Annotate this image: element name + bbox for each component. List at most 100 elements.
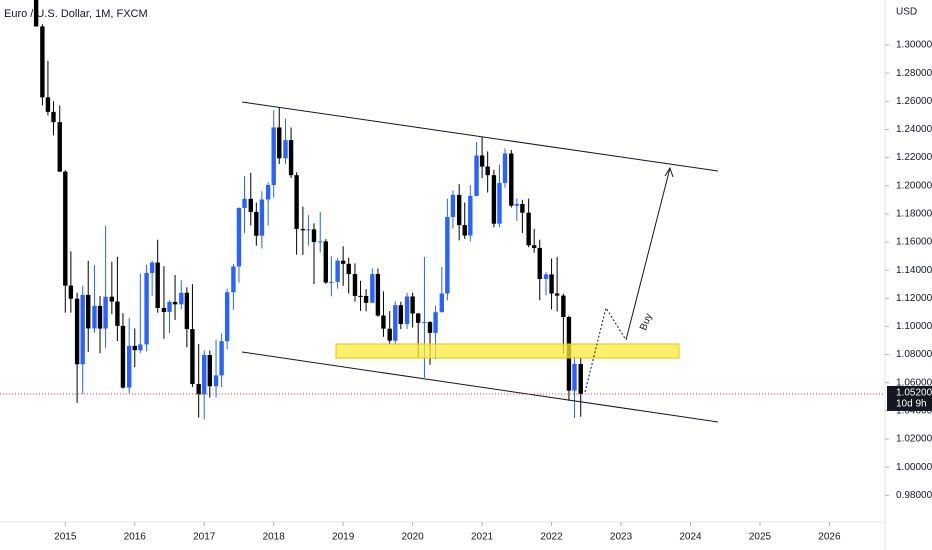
candle-body	[329, 281, 334, 283]
y-tick-label: 1.24000	[896, 124, 932, 135]
candle-body	[213, 375, 219, 387]
y-tick-label: 1.08000	[896, 349, 932, 360]
candle-body	[219, 341, 224, 376]
y-tick-label: 1.10000	[896, 321, 932, 332]
candle-body	[346, 263, 351, 275]
candle-body	[335, 260, 340, 282]
x-tick-label: 2020	[402, 532, 425, 543]
y-tick-label: 0.98000	[896, 490, 932, 501]
candle-body	[138, 344, 143, 351]
candle-body	[502, 153, 508, 183]
candle-body	[514, 204, 520, 206]
candle-body	[404, 296, 410, 325]
chart-title: Euro / U.S. Dollar, 1M, FXCM	[4, 8, 148, 20]
last-price-box	[887, 385, 932, 411]
candle-body	[179, 292, 184, 305]
candle-body	[167, 301, 172, 312]
y-tick-label: 1.20000	[896, 180, 932, 191]
candle-body	[491, 175, 497, 224]
candle-body	[363, 296, 369, 303]
candle-body	[410, 296, 415, 314]
candle-body	[207, 354, 212, 387]
candle-body	[526, 212, 531, 246]
candle-body	[236, 207, 242, 267]
support-zone	[335, 343, 680, 359]
candle-body	[323, 241, 328, 283]
candle-body	[578, 363, 583, 394]
candle-body	[242, 198, 247, 208]
candle-body	[561, 295, 566, 317]
candle-body	[306, 229, 311, 231]
candle-body	[572, 363, 577, 391]
candle-body	[63, 171, 68, 286]
drawings: Buy	[241, 101, 719, 423]
candle-body	[68, 285, 74, 299]
candle-body	[433, 312, 438, 333]
y-tick-label: 1.26000	[896, 96, 932, 107]
candle-body	[393, 305, 398, 341]
candle-body	[311, 229, 317, 243]
candle-body	[479, 155, 485, 167]
y-tick-label: 1.02000	[896, 434, 932, 445]
candle-body	[468, 195, 473, 236]
y-tick-label: 1.28000	[896, 68, 932, 79]
candle-body	[248, 198, 253, 212]
candle-body	[92, 305, 97, 329]
projection-path	[584, 306, 627, 393]
x-tick-label: 2021	[471, 532, 494, 543]
candle-body	[45, 97, 51, 112]
candle-body	[439, 293, 445, 313]
candle-body	[474, 155, 479, 196]
candle-body	[132, 345, 137, 351]
candle-body	[370, 274, 375, 303]
candle-body	[340, 260, 346, 264]
candle-body	[537, 247, 542, 280]
candle-body	[543, 274, 549, 280]
candle-body	[509, 153, 514, 206]
candle-body	[51, 111, 56, 123]
candle-body	[456, 194, 462, 226]
x-tick-label: 2024	[679, 532, 702, 543]
candle-body	[120, 325, 126, 388]
candle-body	[231, 266, 236, 293]
candle-body	[224, 292, 230, 342]
candle-body	[352, 274, 358, 296]
candle-body	[172, 301, 178, 305]
x-tick-label: 2017	[193, 532, 216, 543]
y-tick-label: 1.18000	[896, 209, 932, 220]
candle-body	[115, 301, 120, 326]
candle-body	[259, 199, 265, 236]
x-tick-label: 2015	[54, 532, 77, 543]
y-tick-label: 1.06000	[896, 377, 932, 388]
x-tick-label: 2023	[610, 532, 633, 543]
x-tick-label: 2022	[540, 532, 563, 543]
channel-bottom	[241, 351, 719, 423]
candle-body	[40, 26, 45, 98]
candle-body	[127, 345, 132, 388]
y-tick-label: 1.14000	[896, 265, 932, 276]
candle-body	[415, 313, 421, 323]
channel-top	[241, 101, 719, 172]
candle-body	[398, 305, 404, 325]
candle-body	[144, 272, 149, 345]
candle-body	[86, 294, 91, 329]
x-tick-label: 2018	[263, 532, 286, 543]
candle-body	[254, 211, 259, 236]
countdown-label: 10d 9h	[896, 399, 927, 410]
candle-body	[57, 122, 62, 172]
candle-body	[531, 245, 537, 248]
x-tick-label: 2026	[818, 532, 841, 543]
last-price-label: 1.05200	[896, 388, 932, 399]
x-tick-label: 2019	[332, 532, 355, 543]
candle-body	[375, 274, 381, 316]
y-tick-label: 1.16000	[896, 237, 932, 248]
candle-body	[520, 204, 525, 213]
candle-body	[288, 140, 294, 176]
candle-body	[109, 296, 115, 302]
currency-label: USD	[896, 7, 917, 18]
candle-body	[155, 262, 160, 308]
candle-body	[554, 293, 560, 296]
candle-body	[184, 292, 190, 330]
candle-body	[300, 228, 306, 231]
